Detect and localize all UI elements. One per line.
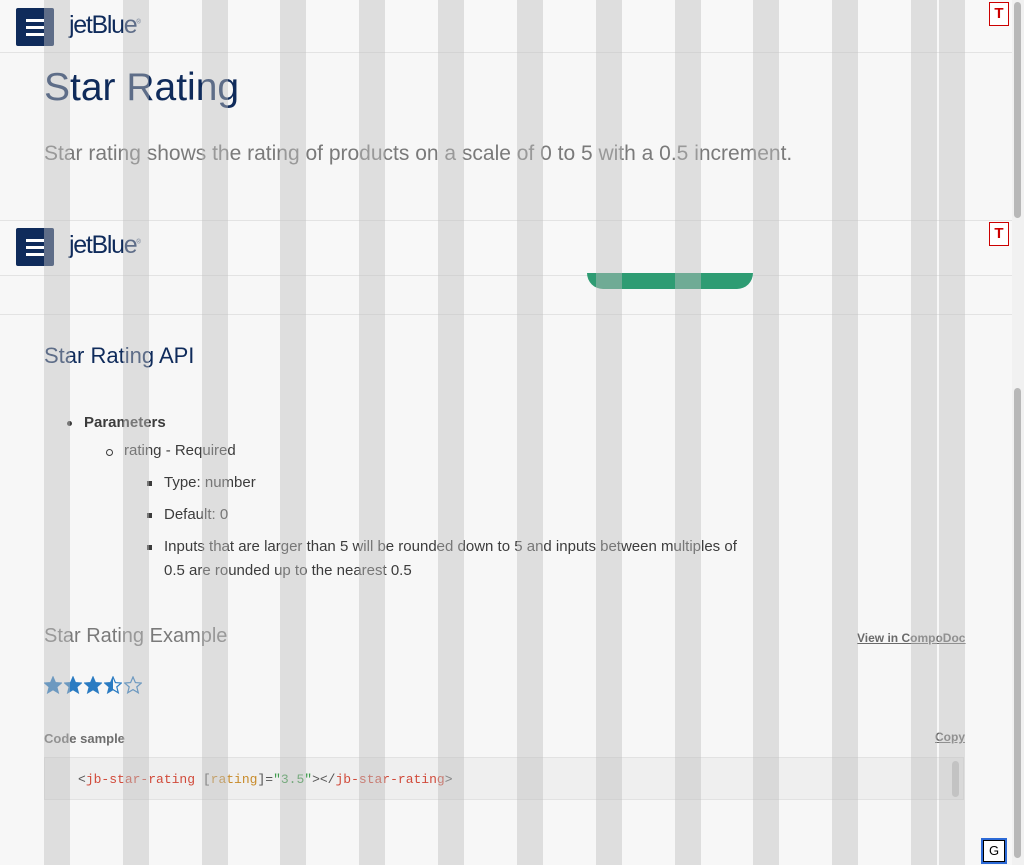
bullet — [106, 449, 113, 456]
hamburger-icon — [26, 19, 44, 22]
code-tag: jb-star-rating — [85, 772, 196, 787]
grid-column — [753, 0, 779, 865]
view-in-compodoc-link[interactable]: View in CompoDoc — [857, 631, 966, 645]
grid-column — [517, 0, 543, 865]
g-label: G — [983, 840, 1005, 862]
grid-column — [596, 0, 622, 865]
code-punct: ></ — [312, 772, 336, 787]
star-empty-icon — [124, 676, 142, 694]
api-section-title: Star Rating API — [44, 343, 195, 368]
hamburger-icon — [26, 239, 44, 242]
code-string: "3.5" — [273, 772, 313, 787]
bullet — [67, 421, 72, 426]
hamburger-icon-bar — [26, 26, 44, 29]
jetblue-logo[interactable]: jetBlue® — [69, 11, 141, 40]
copy-button[interactable]: Copy — [935, 730, 965, 744]
param-rounding-note-cont: 0.5 are rounded up to the nearest 0.5 — [164, 562, 412, 579]
bullet — [147, 545, 152, 550]
grid-column — [832, 0, 858, 865]
menu-button[interactable] — [16, 228, 54, 266]
grid-column — [438, 0, 464, 865]
menu-button[interactable] — [16, 8, 54, 46]
grid-column — [280, 0, 306, 865]
code-tag: jb-star-rating — [335, 772, 445, 787]
star-full-icon — [64, 676, 82, 694]
code-attr: rating — [210, 772, 258, 787]
bullet — [147, 481, 152, 486]
example-title: Star Rating Example — [44, 625, 228, 647]
code-scrollbar[interactable] — [952, 761, 959, 797]
top-header: jetBlue® T — [0, 0, 1012, 53]
jetblue-logo[interactable]: jetBlue® — [69, 231, 141, 260]
star-full-icon — [44, 676, 62, 694]
star-full-icon — [84, 676, 102, 694]
code-punct: [ — [195, 772, 211, 787]
g-button[interactable]: G — [981, 838, 1007, 864]
logo-mark: ® — [136, 239, 141, 246]
logo-text: jetBlue — [69, 231, 138, 259]
green-tab-indicator — [587, 273, 753, 289]
code-punct: ]= — [257, 772, 274, 787]
page-description: Star rating shows the rating of products… — [44, 142, 793, 165]
param-type: Type: number — [164, 474, 256, 491]
page-title: Star Rating — [44, 66, 240, 109]
code-sample-label: Code sample — [44, 731, 125, 746]
logo-text: jetBlue — [69, 11, 138, 39]
code-block[interactable]: <jb-star-rating [rating]="3.5"></jb-star… — [44, 757, 964, 800]
param-rounding-note: Inputs that are larger than 5 will be ro… — [164, 538, 737, 555]
grid-column — [123, 0, 149, 865]
logo-mark: ® — [136, 19, 141, 26]
hamburger-icon-bar — [26, 253, 44, 256]
param-default: Default: 0 — [164, 506, 229, 523]
grid-column — [202, 0, 228, 865]
grid-column — [359, 0, 385, 865]
code-punct: < — [78, 772, 86, 787]
t-button[interactable]: T — [989, 2, 1009, 26]
page-scrollbar-thumb[interactable] — [1014, 388, 1021, 858]
grid-column — [675, 0, 701, 865]
section-divider — [0, 314, 1012, 315]
hamburger-icon-bar — [26, 246, 44, 249]
star-half-icon — [104, 676, 122, 694]
hamburger-icon-bar — [26, 33, 44, 36]
bullet — [147, 513, 152, 518]
param-name: rating - Required — [124, 442, 236, 459]
code-punct: > — [444, 772, 453, 787]
sticky-header: jetBlue® T — [0, 220, 1012, 276]
page-scrollbar-thumb[interactable] — [1014, 2, 1021, 218]
parameters-label: Parameters — [84, 414, 166, 431]
grid-column — [911, 0, 937, 865]
t-button[interactable]: T — [989, 222, 1009, 246]
code-line: <jb-star-rating [rating]="3.5"></jb-star… — [78, 772, 453, 787]
